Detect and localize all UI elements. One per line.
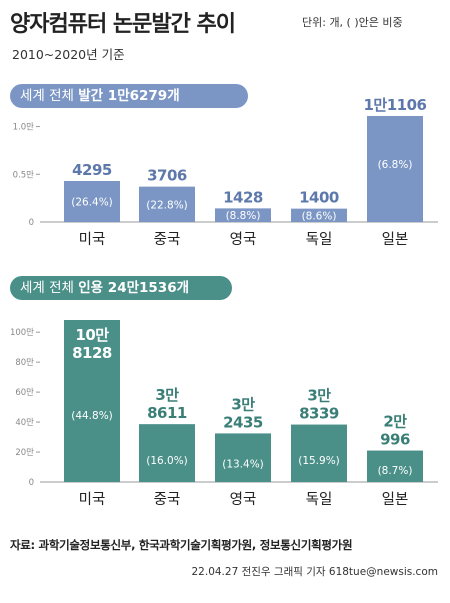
cite-value-label: 2435 [223,413,263,431]
unit-note: 단위: 개, ( )안은 비중 [302,16,403,29]
pub-bar-3 [291,208,347,222]
pub-category-label: 일본 [382,231,409,248]
cite-share-label: (16.0%) [146,455,188,467]
cite-category-label: 독일 [306,491,333,508]
cite-bar-2 [215,433,271,482]
pub-category-label: 중국 [154,232,181,248]
basis-note: 2010~2020년 기준 [12,47,125,62]
cite-ytick-label: 80만 [15,358,34,368]
cite-value-label: 10만 [75,326,109,344]
cite-category-label: 중국 [154,492,181,508]
pub-bar-1 [139,186,195,222]
pub-value-label: 1만1106 [364,96,427,114]
cite-share-label: (15.9%) [298,455,340,467]
cite-ytick-label: 100만 [10,328,34,338]
citation-header-prefix: 세계 전체 [20,280,79,296]
page-title: 양자컴퓨터 논문발간 추이 [10,12,236,37]
cite-value-label: 2만 [383,413,407,431]
source-note: 자료: 과학기술정보통신부, 한국과학기술기획평가원, 정보통신기획평가원 [10,538,353,552]
pub-bar-2 [215,208,271,222]
cite-category-label: 영국 [230,491,257,508]
pub-share-label: (22.8%) [146,199,188,211]
cite-bar-1 [139,424,195,482]
cite-ytick-label: 0 [29,478,34,488]
citation-header: 세계 전체 인용 24만1536개 [10,276,232,300]
citation-header-total: 인용 24만1536개 [78,280,190,296]
credit-note: 22.04.27 전진우 그래픽 기자 618tue@newsis.com [191,566,439,578]
cite-category-label: 일본 [382,491,409,508]
cite-value-label: 996 [380,431,410,449]
cite-bar-4 [367,450,423,482]
publication-header-total: 발간 1만6279개 [78,88,180,104]
cite-share-label: (13.4%) [222,459,264,471]
cite-ytick-label: 20만 [15,448,34,458]
cite-value-label: 8611 [147,404,187,422]
publication-header-prefix: 세계 전체 [20,88,79,104]
pub-ytick-label: 0.5만 [13,170,35,180]
cite-ytick-label: 40만 [15,418,34,428]
publication-header: 세계 전체 발간 1만6279개 [10,84,248,108]
cite-bar-0 [64,320,120,482]
pub-share-label: (26.4%) [71,197,113,209]
pub-value-label: 4295 [72,161,112,179]
pub-share-label: (8.6%) [302,210,337,222]
pub-value-label: 1428 [223,188,263,206]
cite-share-label: (8.7%) [378,465,413,477]
cite-value-label: 3만 [155,386,179,404]
cite-value-label: 3만 [307,387,331,405]
pub-share-label: (8.8%) [226,210,261,222]
cite-bar-3 [291,424,347,482]
pub-value-label: 3706 [147,167,187,185]
pub-ytick-label: 0 [29,218,34,228]
pub-category-label: 독일 [306,231,333,248]
pub-bar-4 [367,116,423,222]
pub-bar-0 [64,181,120,222]
cite-value-label: 3만 [231,395,255,413]
cite-ytick-label: 60만 [15,388,34,398]
pub-share-label: (6.8%) [378,159,413,171]
cite-value-label: 8128 [72,344,112,362]
pub-category-label: 영국 [230,231,257,248]
cite-share-label: (44.8%) [71,410,113,422]
pub-ytick-label: 1.0만 [13,123,35,133]
cite-value-label: 8339 [299,405,339,423]
pub-category-label: 미국 [79,231,106,248]
pub-value-label: 1400 [299,189,339,207]
cite-category-label: 미국 [79,491,106,508]
